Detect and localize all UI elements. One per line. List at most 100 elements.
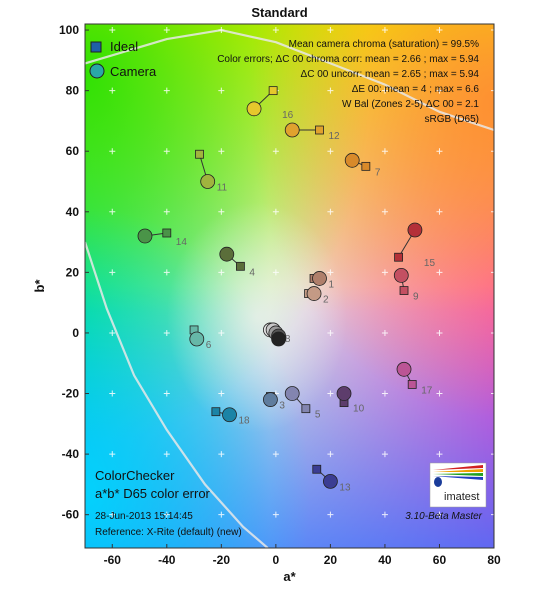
- plus-marker: [218, 329, 225, 336]
- chart-subtitle-text: a*b* D65 color error: [95, 486, 211, 501]
- plus-marker: [109, 329, 116, 336]
- plus-marker: [218, 148, 225, 155]
- plus-marker: [163, 390, 170, 397]
- plus-marker: [163, 269, 170, 276]
- x-tick-label: 40: [378, 553, 392, 567]
- patch-4-ideal-marker: [236, 261, 245, 271]
- patch-2-label: 2: [323, 295, 329, 306]
- plus-marker: [163, 511, 170, 518]
- chart-title: Standard: [251, 5, 308, 20]
- y-tick-label: -20: [62, 387, 80, 401]
- plot-frame: [84, 23, 495, 549]
- patch-16-label: 16: [282, 110, 294, 121]
- patch-5-camera-marker: [284, 386, 300, 401]
- plus-marker: [327, 390, 334, 397]
- stats-line: sRGB (D65): [425, 114, 479, 125]
- neutral-patches: [265, 322, 286, 347]
- plus-marker: [436, 208, 443, 215]
- plus-marker: [436, 390, 443, 397]
- plus-marker: [272, 27, 279, 34]
- stats-line: ΔC 00 uncorr: mean = 2.65 ; max = 5.94: [301, 69, 480, 80]
- legend-ideal-marker: [90, 41, 102, 53]
- plus-marker: [272, 451, 279, 458]
- patch-5-label: 5: [315, 410, 321, 421]
- patch-12-camera-marker: [284, 122, 300, 138]
- plus-marker: [381, 451, 388, 458]
- plus-marker: [109, 269, 116, 276]
- plus-marker: [218, 87, 225, 94]
- patch-3-camera-marker: [263, 392, 278, 407]
- plus-marker: [381, 148, 388, 155]
- plus-marker: [109, 511, 116, 518]
- plus-marker: [436, 269, 443, 276]
- plus-marker: [491, 451, 494, 458]
- stats-line: Mean camera chroma (saturation) = 99.5%: [289, 39, 479, 50]
- plus-marker: [272, 148, 279, 155]
- patch-16-camera-marker: [246, 101, 262, 117]
- plus-marker: [381, 27, 388, 34]
- plus-marker: [327, 511, 334, 518]
- neutral-patch-4-marker: [271, 331, 286, 347]
- plus-marker: [218, 269, 225, 276]
- y-tick-label: -40: [62, 447, 80, 461]
- patch-9-ideal-marker: [399, 286, 409, 295]
- plus-marker: [491, 269, 494, 276]
- patch-4-label: 4: [249, 267, 255, 278]
- plus-marker: [381, 390, 388, 397]
- plus-marker: [218, 27, 225, 34]
- x-tick-label: 0: [273, 553, 280, 567]
- x-tick-label: -60: [104, 553, 122, 567]
- plus-marker: [272, 269, 279, 276]
- stats-line: W Bal (Zones 2-5) ΔC 00 = 2.1: [342, 99, 479, 110]
- plus-marker: [272, 511, 279, 518]
- patch-17-label: 17: [421, 385, 433, 396]
- patch-18-label: 18: [239, 416, 251, 427]
- plus-marker: [109, 148, 116, 155]
- plus-marker: [491, 208, 494, 215]
- stats-line: ΔE 00: mean = 4 ; max = 6.6: [352, 84, 480, 95]
- patch-2-camera-marker: [306, 286, 322, 301]
- y-axis-label: b*: [32, 279, 47, 293]
- patch-9-camera-marker: [393, 267, 409, 283]
- plus-marker: [436, 451, 443, 458]
- legend-ideal-label: Ideal: [110, 39, 138, 54]
- patch-15-ideal-marker: [394, 252, 403, 262]
- info-block: ColorChecker a*b* D65 color error 28-Jun…: [95, 468, 483, 538]
- imatest-logo: imatest: [429, 462, 487, 508]
- plus-marker: [218, 511, 225, 518]
- patch-7-camera-marker: [344, 152, 360, 168]
- plus-marker: [218, 390, 225, 397]
- reference-text: Reference: X-Rite (default) (new): [95, 527, 242, 538]
- plus-marker: [163, 208, 170, 215]
- plus-marker: [436, 511, 443, 518]
- patch-1-label: 1: [328, 279, 334, 290]
- gamut-curve-lower: [85, 241, 269, 548]
- patch-8-label: 8: [285, 334, 291, 345]
- plus-marker: [218, 208, 225, 215]
- patch-12-ideal-marker: [315, 125, 324, 135]
- plus-marker: [491, 329, 494, 336]
- plus-marker: [109, 87, 116, 94]
- plus-marker: [381, 511, 388, 518]
- patch-7-ideal-marker: [361, 161, 371, 171]
- patch-3-label: 3: [279, 401, 285, 412]
- patch-13-ideal-marker: [312, 464, 322, 474]
- x-tick-label: -40: [158, 553, 176, 567]
- plus-marker: [327, 87, 334, 94]
- plus-marker: [327, 329, 334, 336]
- plus-marker: [327, 148, 334, 155]
- patch-5-ideal-marker: [301, 404, 311, 414]
- plus-marker: [491, 27, 494, 34]
- plus-marker: [491, 148, 494, 155]
- patch-6-label: 6: [206, 340, 212, 351]
- color-plane-background: [85, 24, 494, 548]
- plus-marker: [327, 27, 334, 34]
- plus-marker: [436, 87, 443, 94]
- gamut-curve-upper: [85, 28, 494, 132]
- y-tick-label: 20: [66, 265, 80, 279]
- patch-15-camera-marker: [407, 222, 423, 238]
- patch-11-camera-marker: [200, 174, 216, 189]
- patch-7-label: 7: [375, 167, 381, 178]
- patch-6-camera-marker: [189, 331, 205, 347]
